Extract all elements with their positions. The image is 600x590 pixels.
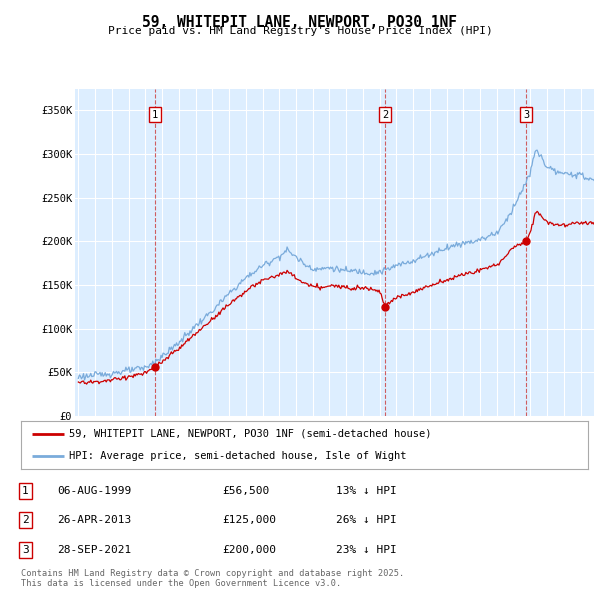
- Text: 1: 1: [152, 110, 158, 120]
- Text: 06-AUG-1999: 06-AUG-1999: [57, 486, 131, 496]
- Text: £125,000: £125,000: [222, 516, 276, 525]
- Text: Contains HM Land Registry data © Crown copyright and database right 2025.
This d: Contains HM Land Registry data © Crown c…: [21, 569, 404, 588]
- Text: 2: 2: [22, 516, 29, 525]
- Text: 23% ↓ HPI: 23% ↓ HPI: [336, 545, 397, 555]
- Text: 3: 3: [523, 110, 529, 120]
- Text: 59, WHITEPIT LANE, NEWPORT, PO30 1NF: 59, WHITEPIT LANE, NEWPORT, PO30 1NF: [143, 15, 458, 30]
- Text: 26-APR-2013: 26-APR-2013: [57, 516, 131, 525]
- Text: Price paid vs. HM Land Registry's House Price Index (HPI): Price paid vs. HM Land Registry's House …: [107, 26, 493, 36]
- Text: £200,000: £200,000: [222, 545, 276, 555]
- Text: 26% ↓ HPI: 26% ↓ HPI: [336, 516, 397, 525]
- Text: 1: 1: [22, 486, 29, 496]
- Text: 3: 3: [22, 545, 29, 555]
- Text: 59, WHITEPIT LANE, NEWPORT, PO30 1NF (semi-detached house): 59, WHITEPIT LANE, NEWPORT, PO30 1NF (se…: [69, 429, 431, 439]
- Text: 28-SEP-2021: 28-SEP-2021: [57, 545, 131, 555]
- Text: HPI: Average price, semi-detached house, Isle of Wight: HPI: Average price, semi-detached house,…: [69, 451, 407, 461]
- Text: 2: 2: [382, 110, 388, 120]
- Text: 13% ↓ HPI: 13% ↓ HPI: [336, 486, 397, 496]
- Text: £56,500: £56,500: [222, 486, 269, 496]
